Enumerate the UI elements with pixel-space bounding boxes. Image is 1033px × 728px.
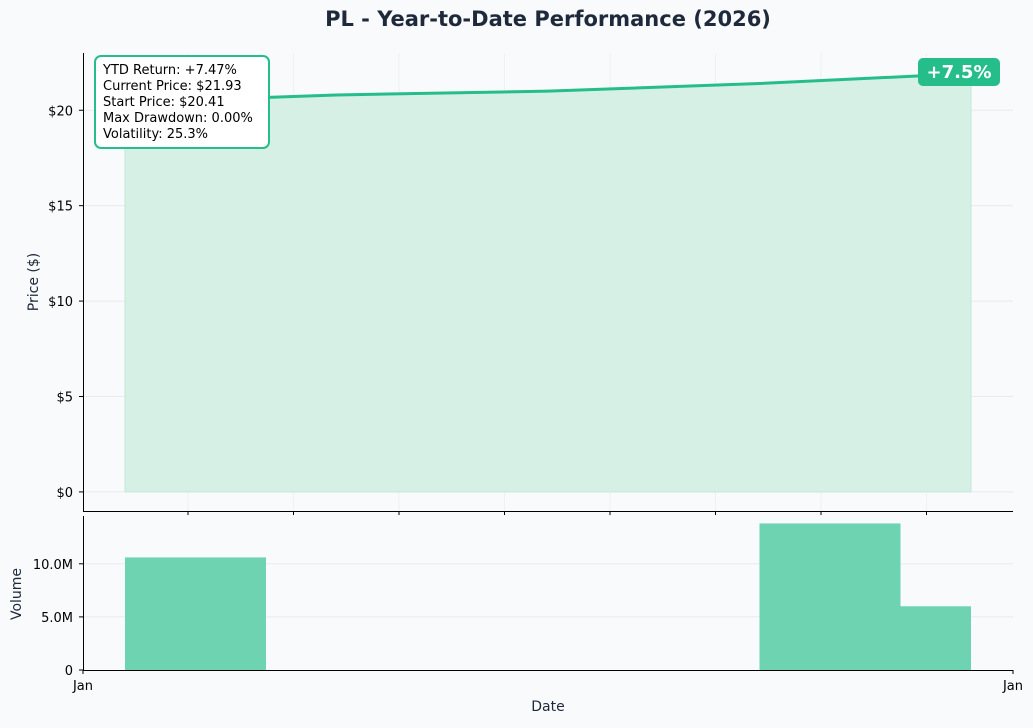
volume-bar: [830, 606, 971, 670]
return-badge-background: [918, 58, 1000, 86]
volume-y-tick-label: 10.0M: [33, 558, 73, 573]
volume-bar: [125, 557, 266, 670]
price-y-tick-label: $10: [48, 295, 73, 310]
volume-y-tick-label: 5.0M: [41, 611, 73, 626]
price-y-tick-label: $5: [56, 391, 73, 406]
chart-title: PL - Year-to-Date Performance (2026): [325, 7, 771, 31]
price-y-axis-label: Price ($): [26, 253, 42, 311]
return-badge: +7.5%: [918, 58, 1000, 86]
volume-x-ticks: Jan Jan: [72, 670, 1023, 694]
volume-x-tick-label: Jan: [1002, 679, 1023, 694]
price-y-tick-label: $15: [48, 200, 73, 215]
volume-x-tick-label: Jan: [72, 679, 93, 694]
stats-box-frame: [94, 55, 270, 149]
price-y-ticks: $0 $5 $10 $15 $20: [48, 104, 83, 501]
stats-line-volatility: Volatility: 25.3%: [103, 127, 208, 142]
stats-line-current-price: Current Price: $21.93: [103, 79, 242, 94]
volume-panel: 0 5.0M 10.0M Jan Jan Volume Date: [9, 516, 1023, 715]
volume-bars: [125, 523, 971, 670]
x-axis-label: Date: [531, 699, 564, 715]
volume-y-axis-label: Volume: [9, 568, 25, 620]
return-badge-label: +7.5%: [926, 62, 991, 83]
volume-y-tick-label: 0: [65, 664, 73, 679]
price-y-tick-label: $20: [48, 104, 73, 119]
stats-line-max-drawdown: Max Drawdown: 0.00%: [103, 111, 253, 126]
stats-line-start-price: Start Price: $20.41: [103, 95, 225, 110]
price-y-tick-label: $0: [56, 486, 73, 501]
price-x-ticks: [187, 511, 927, 515]
stats-line-ytd-return: YTD Return: +7.47%: [102, 63, 237, 78]
price-panel: $0 $5 $10 $15 $20 Price ($) YTD Return: +7.4…: [26, 53, 1013, 515]
stats-box: YTD Return: +7.47% Current Price: $21.93…: [94, 55, 270, 149]
volume-y-ticks: 0 5.0M 10.0M: [33, 558, 83, 679]
